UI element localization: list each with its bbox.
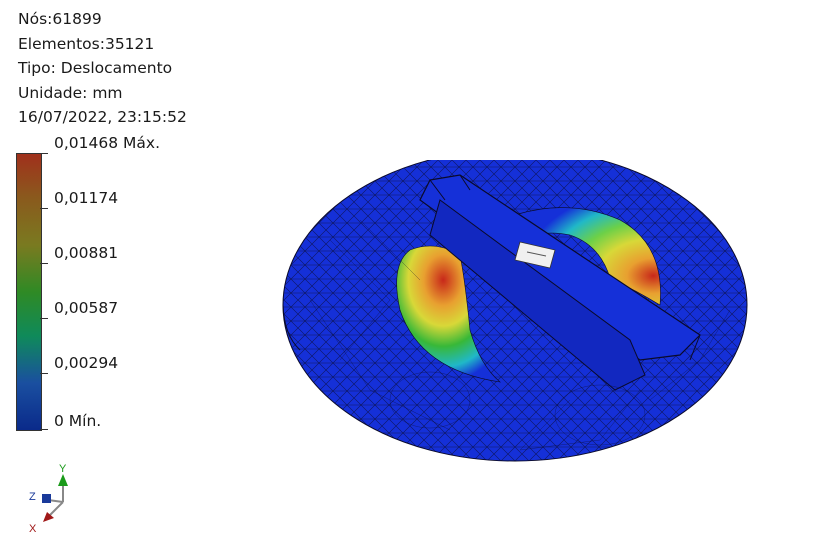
legend-tick	[40, 153, 48, 154]
mesh-lines	[309, 219, 731, 451]
legend-tick	[40, 373, 48, 374]
hot-zone-right	[514, 207, 661, 306]
legend-label-1: 0,00294	[54, 354, 119, 372]
result-type: Tipo: Deslocamento	[18, 59, 173, 77]
bracket-body	[429, 199, 646, 391]
model-viewport[interactable]	[270, 160, 770, 480]
legend-label-4: 0,01174	[54, 189, 119, 207]
legend-tick	[40, 263, 48, 264]
element-count: Elementos:35121	[18, 34, 155, 53]
x-axis-label: X	[29, 523, 37, 535]
plate-rim	[282, 304, 301, 351]
legend-label-3: 0,00881	[54, 244, 119, 262]
result-timestamp: 16/07/2022, 23:15:52	[18, 108, 187, 126]
x-axis-arrow	[43, 512, 54, 522]
color-legend-bar	[16, 153, 42, 431]
base-plate	[282, 160, 748, 462]
z-axis-label: Z	[29, 491, 36, 503]
y-axis-label: Y	[59, 463, 67, 475]
z-axis-arrow	[42, 494, 51, 503]
y-axis-arrow	[58, 474, 68, 486]
legend-min-label: 0 Mín.	[54, 412, 102, 430]
result-unit: Unidade: mm	[18, 83, 123, 102]
legend-max-label: 0,01468 Máx.	[54, 134, 160, 152]
legend-tick	[40, 429, 48, 430]
node-count: Nós:61899	[18, 10, 102, 28]
label-plate	[514, 241, 556, 269]
axis-triad: Y Z X	[29, 463, 68, 535]
legend-tick	[40, 318, 48, 319]
legend-label-2: 0,00587	[54, 299, 119, 317]
legend-tick	[40, 208, 48, 209]
result-info-panel: Nós:61899 Elementos:35121 Tipo: Deslocam…	[18, 7, 187, 130]
